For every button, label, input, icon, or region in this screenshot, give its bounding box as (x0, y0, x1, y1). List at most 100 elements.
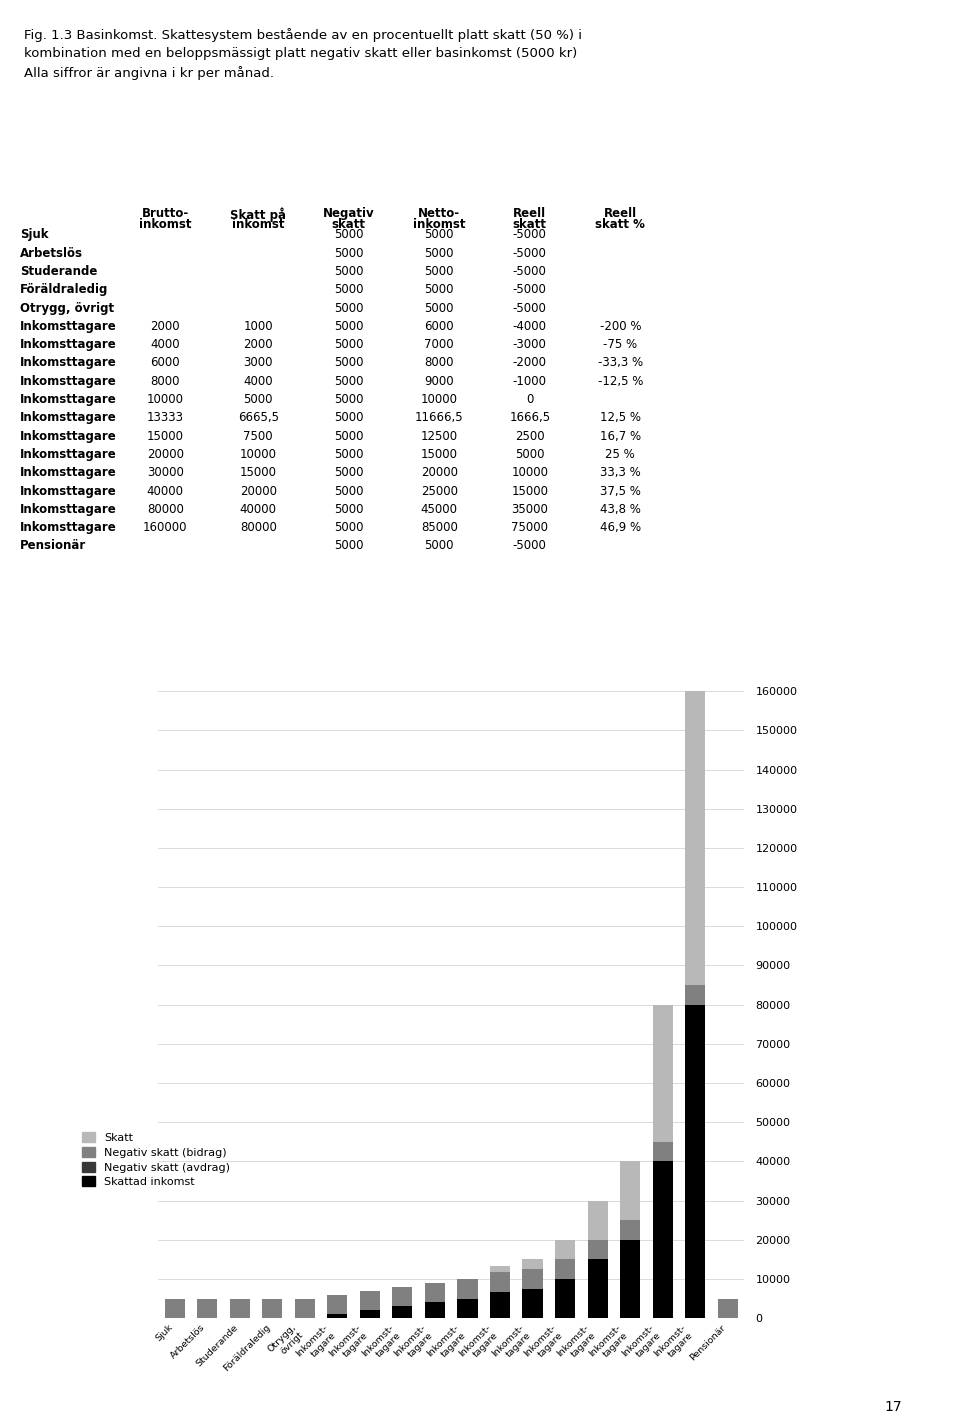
Text: 5000: 5000 (334, 265, 364, 278)
Text: Studerande: Studerande (194, 1322, 240, 1368)
Bar (490, 1265, 510, 1273)
Text: Skatt på: Skatt på (230, 208, 286, 222)
Bar (685, 691, 706, 985)
Text: 80000: 80000 (147, 503, 183, 516)
Bar (555, 1240, 575, 1260)
Text: 5000: 5000 (334, 375, 364, 388)
Text: 46,9 %: 46,9 % (600, 522, 641, 534)
Text: 4000: 4000 (151, 338, 180, 351)
Text: 75000: 75000 (512, 522, 548, 534)
Text: Inkomst-
tagare: Inkomst- tagare (457, 1322, 500, 1365)
Text: 20000: 20000 (240, 485, 276, 497)
Text: 45000: 45000 (420, 503, 458, 516)
Text: inkomst: inkomst (413, 218, 466, 231)
Bar (522, 1260, 542, 1270)
Text: 15000: 15000 (512, 485, 548, 497)
Text: Inkomsttagare: Inkomsttagare (19, 338, 116, 351)
Text: 15000: 15000 (420, 447, 458, 460)
Text: Pensionär: Pensionär (19, 540, 86, 553)
Text: 5000: 5000 (334, 393, 364, 406)
Bar (588, 1260, 608, 1318)
Text: -2000: -2000 (513, 356, 547, 369)
Bar (327, 1314, 348, 1318)
Bar (360, 1291, 380, 1311)
Text: Arbetslös: Arbetslös (19, 247, 83, 259)
Bar (555, 1260, 575, 1280)
Text: 5000: 5000 (424, 265, 454, 278)
Text: -33,3 %: -33,3 % (598, 356, 643, 369)
Text: -5000: -5000 (513, 247, 547, 259)
Text: Inkomsttagare: Inkomsttagare (19, 503, 116, 516)
Text: 5000: 5000 (424, 302, 454, 315)
Text: 25 %: 25 % (606, 447, 636, 460)
Text: Reell: Reell (514, 208, 546, 221)
Text: Fig. 1.3 Basinkomst. Skattesystem bestående av en procentuellt platt skatt (50 %: Fig. 1.3 Basinkomst. Skattesystem beståe… (24, 28, 582, 80)
Text: 5000: 5000 (334, 447, 364, 460)
Text: 5000: 5000 (334, 228, 364, 241)
Text: 33,3 %: 33,3 % (600, 466, 640, 479)
Text: 5000: 5000 (334, 284, 364, 296)
Text: 5000: 5000 (334, 356, 364, 369)
Text: 5000: 5000 (334, 247, 364, 259)
Text: Inkomsttagare: Inkomsttagare (19, 485, 116, 497)
Text: 10000: 10000 (147, 393, 183, 406)
Text: 1000: 1000 (244, 319, 273, 333)
Text: 0: 0 (526, 393, 534, 406)
Text: 5000: 5000 (334, 485, 364, 497)
Text: Otrygg, övrigt: Otrygg, övrigt (19, 302, 114, 315)
Text: skatt: skatt (332, 218, 366, 231)
Text: 5000: 5000 (334, 412, 364, 425)
Text: skatt: skatt (513, 218, 547, 231)
Text: Sjuk: Sjuk (154, 1322, 175, 1344)
Text: Inkomsttagare: Inkomsttagare (19, 412, 116, 425)
Text: Inkomst-
tagare: Inkomst- tagare (588, 1322, 630, 1365)
Text: 5000: 5000 (334, 522, 364, 534)
Text: -75 %: -75 % (603, 338, 637, 351)
Text: Inkomst-
tagare: Inkomst- tagare (490, 1322, 533, 1365)
Bar (327, 1294, 348, 1314)
Text: 5000: 5000 (424, 284, 454, 296)
Text: Inkomst-
tagare: Inkomst- tagare (620, 1322, 662, 1365)
Bar (653, 1141, 673, 1161)
Text: 5000: 5000 (334, 302, 364, 315)
Text: 10000: 10000 (240, 447, 276, 460)
Bar (653, 1161, 673, 1318)
Text: -5000: -5000 (513, 302, 547, 315)
Text: Brutto-: Brutto- (142, 208, 189, 221)
Text: 5000: 5000 (334, 503, 364, 516)
Text: 20000: 20000 (147, 447, 183, 460)
Text: -5000: -5000 (513, 284, 547, 296)
Text: 7500: 7500 (244, 430, 273, 443)
Text: 1666,5: 1666,5 (509, 412, 550, 425)
Text: 5000: 5000 (334, 338, 364, 351)
Text: Inkomst-
tagare: Inkomst- tagare (327, 1322, 370, 1365)
Text: inkomst: inkomst (232, 218, 284, 231)
Text: 15000: 15000 (240, 466, 276, 479)
Text: Sjuk: Sjuk (19, 228, 48, 241)
Bar (393, 1287, 413, 1307)
Text: Studerande: Studerande (19, 265, 97, 278)
Text: Inkomst-
tagare: Inkomst- tagare (360, 1322, 402, 1365)
Text: 43,8 %: 43,8 % (600, 503, 640, 516)
Bar (425, 1282, 445, 1302)
Bar (393, 1307, 413, 1318)
Bar (197, 1298, 217, 1318)
Text: -1000: -1000 (513, 375, 547, 388)
Bar (685, 985, 706, 1005)
Bar (425, 1302, 445, 1318)
Text: 25000: 25000 (420, 485, 458, 497)
Text: 160000: 160000 (143, 522, 187, 534)
Text: inkomst: inkomst (139, 218, 192, 231)
Text: 9000: 9000 (424, 375, 454, 388)
Text: -200 %: -200 % (600, 319, 641, 333)
Text: 85000: 85000 (420, 522, 458, 534)
Bar (229, 1298, 250, 1318)
Text: 5000: 5000 (424, 228, 454, 241)
Text: 40000: 40000 (147, 485, 183, 497)
Text: 37,5 %: 37,5 % (600, 485, 640, 497)
Text: Negativ: Negativ (323, 208, 374, 221)
Text: -12,5 %: -12,5 % (598, 375, 643, 388)
Text: 5000: 5000 (334, 319, 364, 333)
Text: 10000: 10000 (420, 393, 458, 406)
Text: 7000: 7000 (424, 338, 454, 351)
